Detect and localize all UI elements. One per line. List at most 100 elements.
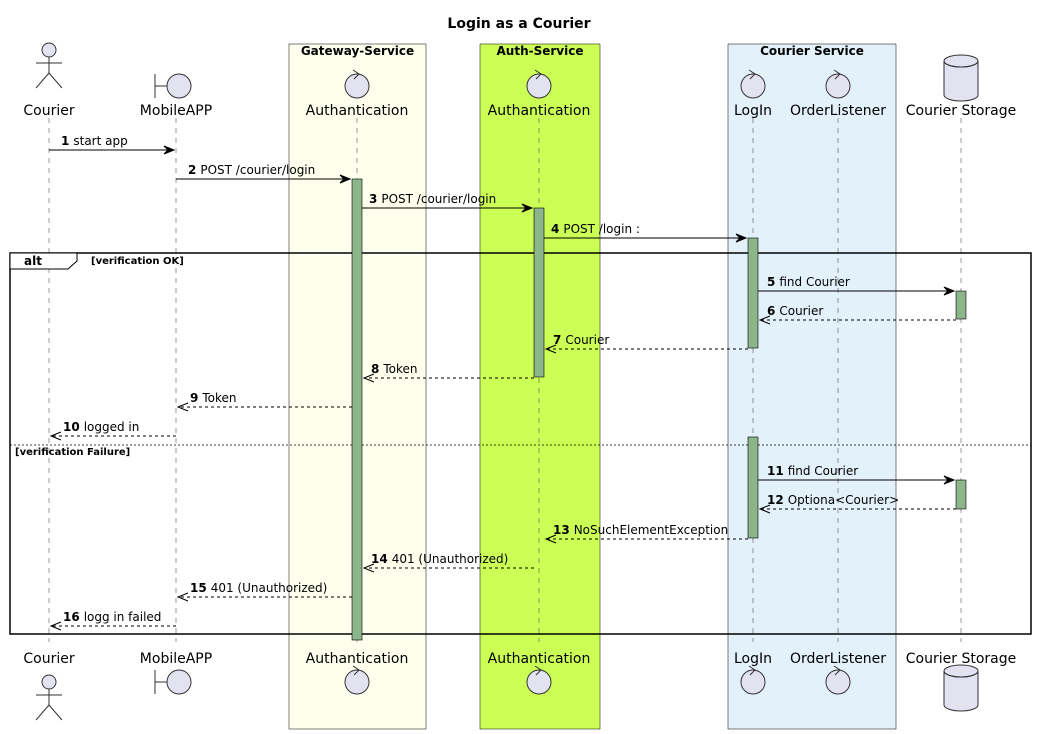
control-icon	[344, 665, 370, 695]
arrow-head-icon	[176, 402, 189, 412]
arrow-head-icon	[758, 315, 771, 325]
arrow-head-icon	[176, 592, 189, 602]
arrow-head-icon	[49, 431, 62, 441]
activation-bar	[533, 207, 545, 378]
message-7: 7 Courier	[544, 333, 748, 354]
activation-bar	[351, 178, 363, 641]
arrow-head-icon	[544, 534, 557, 544]
actor-icon	[35, 42, 63, 89]
participant-label: Authantication	[488, 651, 591, 667]
participant-head: LogIn	[734, 69, 772, 119]
activation-bar	[747, 436, 759, 539]
alt-guard-ok: [verification OK]	[91, 256, 184, 267]
message-8: 8 Token	[362, 362, 534, 383]
participant-label: MobileAPP	[140, 651, 212, 667]
message-13: 13 NoSuchElementException	[544, 523, 748, 544]
control-icon	[740, 665, 766, 695]
participant-label: Courier	[23, 103, 74, 119]
message-label: 4 POST /login :	[551, 222, 640, 236]
arrow-head-icon	[544, 344, 557, 354]
participant-foot: MobileAPP	[140, 651, 212, 695]
participant-head: Authantication	[488, 69, 591, 119]
boundary-icon	[154, 73, 192, 99]
participant-head: Courier	[23, 42, 75, 119]
message-label: 1 start app	[61, 134, 128, 148]
service-box-label: Auth-Service	[497, 44, 584, 58]
diagram-title: Login as a Courier	[447, 16, 590, 32]
message-9: 9 Token	[176, 391, 352, 412]
message-2: 2 POST /courier/login	[176, 163, 352, 184]
participant-label: OrderListener	[790, 103, 886, 119]
message-label: 14 401 (Unauthorized)	[371, 552, 508, 566]
participant-label: LogIn	[734, 103, 772, 119]
participant-foot: Authantication	[306, 651, 408, 695]
alt-fragment-frame	[9, 252, 1032, 635]
activation-bar	[747, 237, 759, 349]
boundary-icon	[154, 669, 192, 695]
message-12: 12 Optiona<Courier>	[758, 493, 956, 514]
message-3: 3 POST /courier/login	[362, 192, 534, 213]
message-label: 3 POST /courier/login	[369, 192, 496, 206]
participant-label: LogIn	[734, 651, 772, 667]
arrow-head-icon	[339, 174, 352, 184]
actor-icon	[35, 674, 63, 721]
participant-label: Courier	[23, 651, 74, 667]
participant-head: Courier Storage	[906, 54, 1016, 119]
arrow-head-icon	[943, 475, 956, 485]
service-box	[479, 43, 601, 730]
participant-foot: LogIn	[734, 651, 772, 695]
participant-head: MobileAPP	[140, 73, 212, 119]
arrow-head-icon	[943, 286, 956, 296]
message-14: 14 401 (Unauthorized)	[362, 552, 534, 573]
message-1: 1 start app	[49, 134, 176, 155]
message-label: 5 find Courier	[767, 275, 850, 289]
message-label: 8 Token	[371, 362, 418, 376]
arrow-head-icon	[735, 233, 748, 243]
alt-keyword: alt	[24, 254, 42, 268]
control-icon	[825, 665, 851, 695]
participant-foot: Courier	[23, 651, 75, 721]
message-label: 9 Token	[190, 391, 237, 405]
message-label: 2 POST /courier/login	[188, 163, 315, 177]
database-icon	[943, 664, 979, 712]
activation-bar	[955, 290, 967, 320]
participant-head: Authantication	[306, 69, 409, 119]
participant-label: Authantication	[306, 103, 409, 119]
participant-head: OrderListener	[790, 69, 886, 119]
participant-foot: Authantication	[488, 651, 591, 695]
message-4: 4 POST /login :	[544, 222, 748, 243]
message-label: 12 Optiona<Courier>	[767, 493, 899, 507]
participant-label: Courier Storage	[906, 103, 1016, 119]
service-box-label: Courier Service	[760, 44, 864, 58]
alt-fragment-tab	[9, 252, 78, 270]
participant-label: OrderListener	[790, 651, 886, 667]
message-label: 13 NoSuchElementException	[553, 523, 728, 537]
arrow-head-icon	[49, 621, 62, 631]
control-icon	[740, 69, 766, 99]
participant-label: Courier Storage	[906, 651, 1016, 667]
participant-label: MobileAPP	[140, 103, 212, 119]
message-label: 15 401 (Unauthorized)	[190, 581, 327, 595]
message-label: 10 logged in	[63, 420, 139, 434]
message-label: 6 Courier	[767, 304, 823, 318]
participant-label: Authantication	[488, 103, 591, 119]
arrow-head-icon	[362, 373, 375, 383]
control-icon	[344, 69, 370, 99]
arrow-head-icon	[362, 563, 375, 573]
message-11: 11 find Courier	[758, 464, 956, 485]
message-10: 10 logged in	[49, 420, 176, 441]
control-icon	[825, 69, 851, 99]
participant-foot: OrderListener	[790, 651, 886, 695]
message-label: 11 find Courier	[767, 464, 858, 478]
message-15: 15 401 (Unauthorized)	[176, 581, 352, 602]
service-box-label: Gateway-Service	[301, 44, 414, 58]
control-icon	[526, 69, 552, 99]
database-icon	[943, 54, 979, 102]
message-label: 16 logg in failed	[63, 610, 161, 624]
service-box	[727, 43, 897, 730]
participant-foot: Courier Storage	[906, 651, 1016, 712]
arrow-head-icon	[758, 504, 771, 514]
message-label: 7 Courier	[553, 333, 609, 347]
message-6: 6 Courier	[758, 304, 956, 325]
